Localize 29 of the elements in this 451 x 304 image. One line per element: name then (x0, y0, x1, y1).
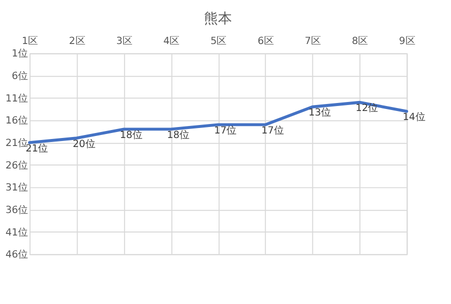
y-tick-label: 11位 (6, 92, 28, 104)
y-tick-label: 16位 (6, 114, 28, 127)
x-tick-label: 7区 (304, 36, 322, 47)
y-tick-label: 26位 (6, 159, 28, 172)
x-tick-label: 9区 (399, 36, 416, 47)
data-label: 18位 (120, 129, 142, 142)
data-label: 14位 (402, 111, 426, 124)
y-tick-label: 1位 (12, 48, 28, 60)
data-label: 21位 (26, 142, 48, 154)
x-tick-label: 5区 (210, 36, 227, 47)
y-tick-label: 46位 (6, 248, 28, 261)
data-label: 17位 (261, 124, 284, 137)
y-tick-label: 21位 (6, 137, 28, 150)
chart-title: 熊本 (204, 10, 232, 27)
x-tick-label: 3区 (116, 36, 132, 47)
y-tick-label: 6位 (12, 70, 28, 82)
x-tick-label: 4区 (163, 36, 180, 47)
y-tick-label: 31位 (6, 182, 28, 194)
y-tick-label: 41位 (6, 226, 28, 238)
x-tick-label: 8区 (352, 36, 368, 47)
x-tick-label: 1区 (22, 36, 38, 47)
x-tick-label: 6区 (258, 36, 274, 47)
data-label: 12位 (356, 102, 378, 114)
data-label: 18位 (167, 129, 190, 142)
data-label: 13位 (308, 106, 331, 119)
x-tick-label: 2区 (69, 36, 86, 47)
data-label: 17位 (214, 124, 237, 137)
data-label: 20位 (72, 138, 96, 150)
y-tick-label: 36位 (6, 204, 28, 216)
